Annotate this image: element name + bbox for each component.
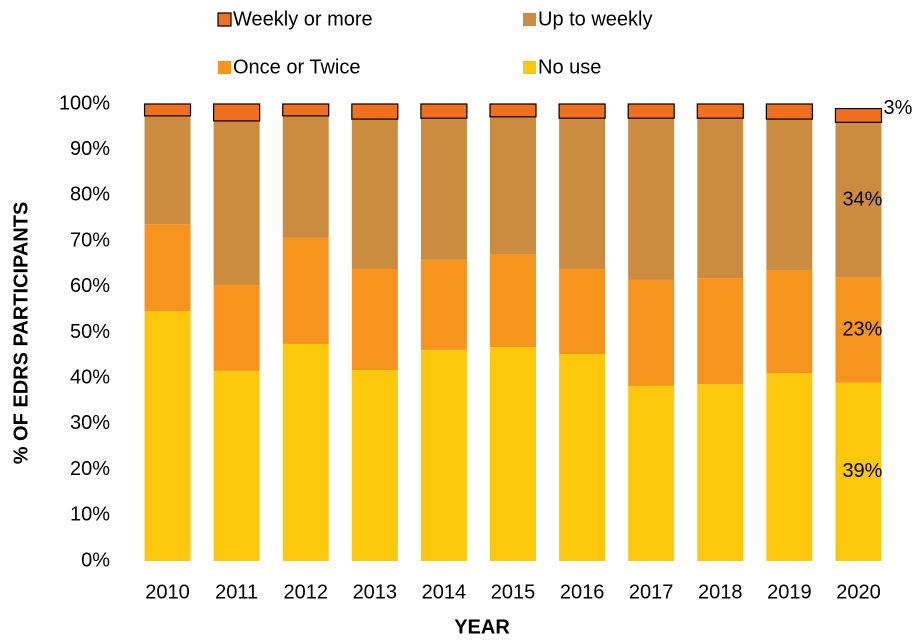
x-axis-label: YEAR — [454, 616, 510, 638]
bar-segment — [766, 373, 813, 561]
bar-segment — [282, 103, 330, 117]
y-tick-label: 50% — [70, 321, 110, 343]
bar-segment — [766, 270, 813, 374]
bar-segment — [282, 237, 329, 344]
legend-label: Weekly or more — [233, 8, 373, 30]
bar-segment — [351, 119, 398, 269]
x-tick-label: 2016 — [560, 581, 605, 603]
bar-segment — [144, 115, 191, 225]
x-tick-label: 2011 — [215, 581, 258, 603]
bar-segment — [697, 384, 744, 561]
legend-label: No use — [538, 56, 601, 78]
bar-segment — [213, 370, 260, 561]
bar-segment — [834, 107, 883, 123]
bar-segment — [766, 119, 813, 271]
x-tick-label: 2015 — [491, 581, 536, 603]
y-tick-label: 70% — [70, 229, 110, 251]
x-tick-label: 2018 — [698, 581, 743, 603]
y-tick-label: 100% — [59, 92, 110, 114]
x-tick-label: 2010 — [145, 581, 190, 603]
bar-segment — [628, 118, 675, 280]
x-tick-label: 2013 — [353, 581, 398, 603]
x-tick-label: 2019 — [767, 581, 812, 603]
bar-segment — [697, 278, 744, 385]
bar-segment — [282, 115, 329, 238]
bar-segment — [351, 268, 398, 370]
bar-segment — [835, 122, 882, 278]
bar-segment — [420, 259, 467, 350]
y-tick-label: 60% — [70, 275, 110, 297]
legend-label: Up to weekly — [538, 8, 653, 30]
bar-segment — [143, 103, 192, 117]
y-tick-label: 80% — [70, 184, 110, 206]
data-label: 39% — [842, 460, 882, 482]
bar-segment — [351, 369, 398, 561]
y-tick-label: 10% — [70, 504, 110, 526]
bar-segment — [558, 103, 606, 119]
bar-segment — [213, 284, 260, 371]
y-tick-label: 40% — [70, 366, 110, 388]
bar-segment — [835, 382, 882, 561]
y-tick-label: 20% — [70, 458, 110, 480]
y-tick-label: 90% — [70, 138, 110, 160]
bar-segment — [697, 118, 744, 279]
y-axis-label: % OF EDRS PARTICIPANTS — [10, 202, 32, 465]
bar-segment — [628, 279, 675, 386]
legend-swatch — [218, 61, 231, 74]
data-label: 23% — [842, 318, 882, 340]
bar-segment — [490, 254, 536, 348]
bar-segment — [490, 116, 536, 255]
bar-segment — [420, 349, 467, 561]
bar-segment — [420, 118, 467, 260]
bar-segment — [282, 343, 329, 561]
legend-swatch — [523, 13, 536, 26]
legend-label: Once or Twice — [233, 56, 360, 78]
y-tick-label: 30% — [70, 412, 110, 434]
legend-swatch — [217, 12, 232, 27]
x-tick-label: 2020 — [836, 581, 881, 603]
bar-segment — [489, 103, 537, 118]
bar-segment — [627, 103, 675, 119]
bar-segment — [559, 268, 606, 354]
bar-segment — [628, 385, 675, 561]
bar-segment — [835, 277, 882, 383]
bar-segment — [144, 311, 191, 561]
bar-segment — [213, 120, 260, 285]
bar-segment — [696, 103, 744, 119]
bar-segment — [559, 118, 606, 269]
x-tick-label: 2014 — [422, 581, 467, 603]
data-label: 34% — [842, 188, 882, 210]
bar-segment — [144, 224, 191, 312]
bar-segment — [559, 353, 606, 561]
x-tick-label: 2012 — [283, 581, 328, 603]
data-label: 3% — [883, 97, 912, 119]
y-tick-label: 0% — [81, 549, 110, 571]
x-tick-label: 2017 — [629, 581, 674, 603]
legend-swatch — [523, 61, 536, 74]
bar-segment — [765, 103, 813, 120]
bar-segment — [420, 103, 468, 119]
bar-segment — [490, 347, 536, 561]
bar-segment — [213, 103, 261, 122]
bar-segment — [351, 103, 399, 120]
